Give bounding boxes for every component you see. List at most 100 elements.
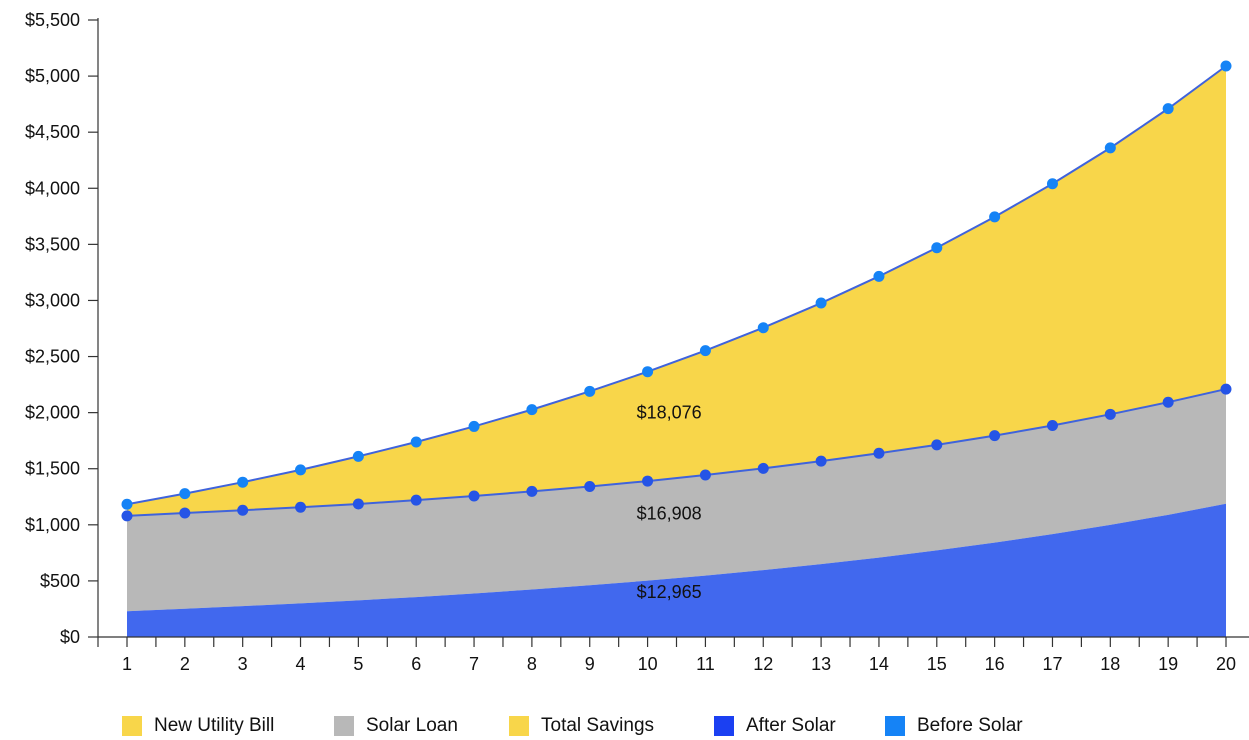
after-solar-point bbox=[179, 507, 191, 519]
legend-swatch bbox=[509, 716, 529, 736]
before-solar-point bbox=[237, 476, 249, 488]
before-solar-point bbox=[410, 436, 422, 448]
before-solar-point bbox=[352, 450, 364, 462]
total-savings-area bbox=[127, 65, 1226, 516]
legend-label: Solar Loan bbox=[366, 715, 458, 736]
after-solar-point bbox=[815, 455, 827, 467]
x-tick-label: 19 bbox=[1158, 654, 1178, 674]
after-solar-point bbox=[1220, 383, 1232, 395]
before-solar-point bbox=[1220, 60, 1232, 72]
legend-label: After Solar bbox=[746, 715, 836, 736]
x-tick-label: 11 bbox=[696, 654, 715, 674]
after-solar-point bbox=[699, 469, 711, 481]
after-solar-point bbox=[352, 498, 364, 510]
after-solar-point bbox=[237, 504, 249, 516]
before-solar-point bbox=[584, 385, 596, 397]
x-tick-label: 9 bbox=[585, 654, 595, 674]
lines-layer bbox=[126, 65, 1227, 517]
x-tick-label: 17 bbox=[1042, 654, 1062, 674]
x-tick-label: 10 bbox=[638, 654, 658, 674]
legend-item-before-solar[interactable]: Before Solar bbox=[885, 712, 1023, 740]
x-tick-label: 16 bbox=[985, 654, 1005, 674]
before-solar-point bbox=[121, 498, 133, 510]
legend-item-after-solar[interactable]: After Solar bbox=[714, 712, 836, 740]
x-tick-label: 12 bbox=[753, 654, 773, 674]
y-ticks: $0 $500 $1,000 $1,500 $2,000 $2,500 $3,000 $3,5… bbox=[25, 10, 98, 647]
after-solar-area bbox=[127, 503, 1226, 637]
before-solar-point bbox=[1104, 142, 1116, 154]
legend-item-total-savings[interactable]: Total Savings bbox=[509, 712, 654, 740]
y-tick-label: $3,500 bbox=[25, 234, 80, 254]
legend-swatch bbox=[334, 716, 354, 736]
before-solar-point bbox=[815, 297, 827, 309]
x-tick-label: 14 bbox=[869, 654, 889, 674]
legend: New Utility Bill Solar Loan Total Saving… bbox=[0, 712, 1249, 739]
x-tick-label: 2 bbox=[180, 654, 190, 674]
y-tick-label: $4,000 bbox=[25, 178, 80, 198]
before-solar-point bbox=[179, 488, 191, 500]
before-solar-point bbox=[295, 464, 307, 476]
before-solar-point bbox=[526, 404, 538, 416]
before-solar-point bbox=[931, 242, 943, 254]
after-solar-point bbox=[526, 485, 538, 497]
total-annotation: $16,908 bbox=[637, 504, 702, 524]
after-solar-line bbox=[126, 388, 1227, 517]
after-solar-point bbox=[642, 475, 654, 487]
x-tick-label: 15 bbox=[927, 654, 947, 674]
y-tick-label: $500 bbox=[40, 571, 80, 591]
y-tick-label: $3,000 bbox=[25, 290, 80, 310]
before-solar-point bbox=[642, 366, 654, 378]
y-tick-label: $2,000 bbox=[25, 403, 80, 423]
before-solar-point bbox=[1046, 178, 1058, 190]
before-solar-point bbox=[468, 420, 480, 432]
x-tick-label: 13 bbox=[811, 654, 831, 674]
legend-item-solar-loan[interactable]: Solar Loan bbox=[334, 712, 458, 740]
before-solar-point bbox=[1162, 103, 1174, 115]
legend-swatch bbox=[714, 716, 734, 736]
x-tick-label: 7 bbox=[469, 654, 479, 674]
total-annotation: $12,965 bbox=[637, 582, 702, 602]
savings-area-chart: $0 $500 $1,000 $1,500 $2,000 $2,500 $3,000 $3,5… bbox=[25, 10, 1249, 674]
x-tick-label: 20 bbox=[1216, 654, 1236, 674]
legend-swatch bbox=[122, 716, 142, 736]
y-tick-label: $2,500 bbox=[25, 347, 80, 367]
after-solar-point bbox=[931, 439, 943, 451]
legend-label: Before Solar bbox=[917, 715, 1023, 736]
after-solar-point bbox=[468, 490, 480, 502]
y-tick-label: $4,500 bbox=[25, 122, 80, 142]
after-solar-point bbox=[873, 447, 885, 459]
after-solar-point bbox=[757, 462, 769, 474]
legend-label: Total Savings bbox=[541, 715, 655, 736]
areas-layer bbox=[127, 65, 1226, 637]
x-tick-label: 1 bbox=[122, 654, 132, 674]
after-solar-point bbox=[295, 501, 307, 513]
y-tick-label: $1,500 bbox=[25, 459, 80, 479]
after-solar-point bbox=[410, 494, 422, 506]
x-tick-label: 3 bbox=[238, 654, 248, 674]
dots-layer bbox=[121, 60, 1232, 522]
legend-label: New Utility Bill bbox=[154, 715, 275, 736]
x-tick-label: 4 bbox=[296, 654, 306, 674]
before-solar-line bbox=[126, 65, 1227, 506]
after-solar-point bbox=[584, 480, 596, 492]
after-solar-point bbox=[989, 430, 1001, 442]
y-tick-label: $0 bbox=[60, 627, 80, 647]
total-annotation: $18,076 bbox=[637, 403, 702, 423]
after-solar-point bbox=[121, 510, 133, 522]
x-ticks: 1 2 3 4 5 6 7 8 9 10 11 12 13 14 15 16 17 18 19 20 bbox=[97, 637, 1236, 674]
before-solar-point bbox=[699, 345, 711, 357]
before-solar-point bbox=[757, 322, 769, 334]
y-tick-label: $5,000 bbox=[25, 66, 80, 86]
x-tick-label: 6 bbox=[411, 654, 421, 674]
solar-loan-area bbox=[127, 389, 1226, 612]
after-solar-point bbox=[1162, 396, 1174, 408]
x-tick-label: 8 bbox=[527, 654, 537, 674]
before-solar-point bbox=[873, 270, 885, 282]
y-tick-label: $1,000 bbox=[25, 515, 80, 535]
legend-item-new-utility-bill[interactable]: New Utility Bill bbox=[122, 712, 274, 740]
x-tick-label: 5 bbox=[353, 654, 363, 674]
legend-swatch bbox=[885, 716, 905, 736]
x-tick-label: 18 bbox=[1100, 654, 1120, 674]
y-tick-label: $5,500 bbox=[25, 10, 80, 30]
annotations-layer: $18,076 $16,908 $12,965 bbox=[637, 403, 702, 602]
